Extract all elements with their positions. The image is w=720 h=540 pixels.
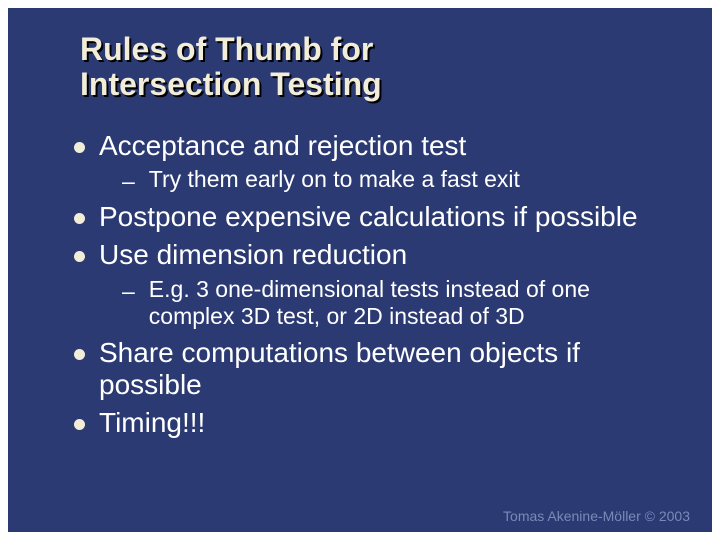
bullet-text: Use dimension reduction bbox=[99, 239, 407, 271]
bullet-icon bbox=[74, 419, 85, 430]
bullet-item: Timing!!! bbox=[74, 407, 670, 439]
sub-bullet-text: Try them early on to make a fast exit bbox=[149, 166, 520, 194]
bullet-item: Share computations between objects if po… bbox=[74, 337, 670, 401]
bullet-item: Acceptance and rejection test bbox=[74, 130, 670, 162]
bullet-text: Postpone expensive calculations if possi… bbox=[99, 201, 638, 233]
sub-bullet-item: –Try them early on to make a fast exit bbox=[122, 166, 670, 195]
bullet-icon bbox=[74, 349, 85, 360]
bullet-item: Postpone expensive calculations if possi… bbox=[74, 201, 670, 233]
bullet-text: Timing!!! bbox=[99, 407, 205, 439]
slide-title: Rules of Thumb for Intersection Testing bbox=[80, 32, 382, 102]
dash-icon: – bbox=[122, 168, 135, 195]
bullet-text: Acceptance and rejection test bbox=[99, 130, 466, 162]
slide-footer: Tomas Akenine-Möller © 2003 bbox=[503, 508, 690, 524]
dash-icon: – bbox=[122, 278, 135, 305]
sub-bullet-text: E.g. 3 one-dimensional tests instead of … bbox=[149, 276, 670, 331]
bullet-text: Share computations between objects if po… bbox=[99, 337, 670, 401]
bullet-icon bbox=[74, 213, 85, 224]
slide-content: Acceptance and rejection test–Try them e… bbox=[74, 124, 670, 443]
bullet-icon bbox=[74, 251, 85, 262]
slide: Rules of Thumb for Intersection Testing … bbox=[0, 0, 720, 540]
bullet-item: Use dimension reduction bbox=[74, 239, 670, 271]
bullet-icon bbox=[74, 142, 85, 153]
sub-bullet-item: –E.g. 3 one-dimensional tests instead of… bbox=[122, 276, 670, 331]
